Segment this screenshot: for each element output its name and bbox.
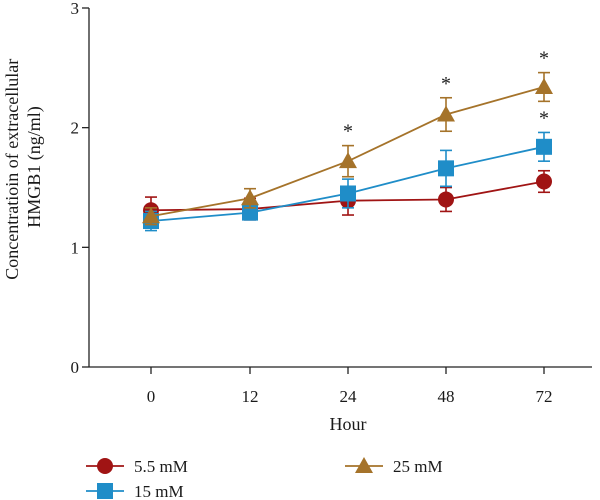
x-tick-label: 12	[242, 387, 259, 406]
plot-area: * * * *	[142, 48, 553, 232]
x-tick-label: 72	[536, 387, 553, 406]
significance-star: *	[539, 107, 549, 129]
y-axis-title-line-1: Concentratioin of extracellular	[2, 59, 22, 280]
y-axis-title-line-2: HMGB1 (ng/ml)	[24, 106, 45, 228]
significance-star: *	[441, 73, 451, 95]
data-point	[535, 77, 553, 94]
y-tick-label: 3	[71, 0, 80, 18]
y-tick-label: 0	[71, 358, 80, 377]
y-tick-label: 1	[71, 238, 80, 257]
x-tick-label: 24	[340, 387, 358, 406]
legend-label: 25 mM	[393, 457, 443, 476]
legend: 5.5 mM 15 mM 25 mM	[86, 457, 443, 500]
data-point	[340, 185, 356, 202]
data-point	[536, 138, 552, 155]
data-point	[438, 160, 454, 177]
data-point	[142, 207, 160, 224]
legend-marker	[355, 457, 373, 473]
y-tick-labels: 0 1 2 3	[71, 0, 80, 377]
series-triangle: * * *	[142, 48, 553, 226]
legend-label: 5.5 mM	[134, 457, 188, 476]
significance-star: *	[539, 48, 549, 70]
x-tick-label: 0	[147, 387, 156, 406]
data-point	[241, 189, 259, 206]
data-point	[437, 105, 455, 122]
legend-label: 15 mM	[134, 482, 184, 500]
legend-item: 15 mM	[86, 482, 184, 500]
legend-item: 25 mM	[345, 457, 443, 476]
data-point	[438, 191, 454, 208]
y-tick-label: 2	[71, 119, 80, 138]
x-axis-title: Hour	[330, 414, 367, 434]
x-tick-labels: 0 12 24 48 72	[147, 387, 553, 406]
legend-marker	[97, 458, 113, 474]
axes	[82, 7, 592, 374]
y-axis-title: Concentratioin of extracellular HMGB1 (n…	[2, 54, 45, 279]
legend-marker	[97, 483, 113, 499]
data-point	[339, 152, 357, 169]
x-tick-label: 48	[438, 387, 455, 406]
legend-item: 5.5 mM	[86, 457, 188, 476]
significance-star: *	[343, 121, 353, 143]
data-point	[536, 173, 552, 190]
